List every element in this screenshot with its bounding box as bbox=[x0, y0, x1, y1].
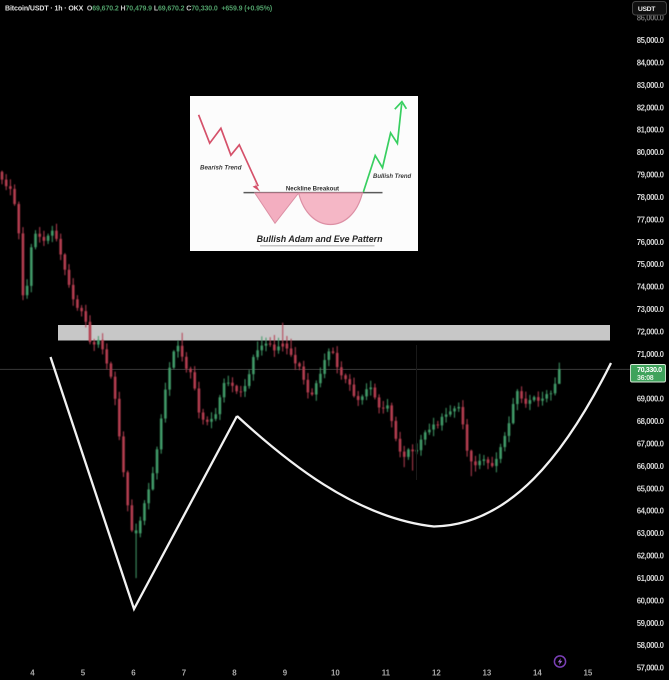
svg-text:86,000.0: 86,000.0 bbox=[637, 14, 665, 23]
svg-text:36:08: 36:08 bbox=[637, 375, 654, 382]
svg-text:84,000.0: 84,000.0 bbox=[637, 59, 665, 68]
svg-text:7: 7 bbox=[182, 669, 187, 678]
svg-text:12: 12 bbox=[432, 669, 441, 678]
svg-text:14: 14 bbox=[533, 669, 542, 678]
svg-text:13: 13 bbox=[483, 669, 492, 678]
svg-text:8: 8 bbox=[232, 669, 237, 678]
svg-text:64,000.0: 64,000.0 bbox=[637, 507, 665, 516]
svg-text:Bearish Trend: Bearish Trend bbox=[200, 165, 242, 172]
svg-text:10: 10 bbox=[331, 669, 340, 678]
svg-text:Bitcoin/USDT · 1h · OKX O69,6: Bitcoin/USDT · 1h · OKX O69,670.2 H70,47… bbox=[5, 6, 272, 13]
svg-text:63,000.0: 63,000.0 bbox=[637, 529, 665, 538]
svg-text:60,000.0: 60,000.0 bbox=[637, 596, 665, 605]
svg-text:83,000.0: 83,000.0 bbox=[637, 81, 665, 90]
svg-text:80,000.0: 80,000.0 bbox=[637, 148, 665, 157]
svg-text:Neckline Breakout: Neckline Breakout bbox=[286, 185, 339, 192]
svg-text:73,000.0: 73,000.0 bbox=[637, 305, 665, 314]
svg-text:81,000.0: 81,000.0 bbox=[637, 126, 665, 135]
svg-text:76,000.0: 76,000.0 bbox=[637, 238, 665, 247]
svg-text:57,000.0: 57,000.0 bbox=[637, 664, 665, 673]
svg-text:59,000.0: 59,000.0 bbox=[637, 619, 665, 628]
svg-text:72,000.0: 72,000.0 bbox=[637, 327, 665, 336]
svg-text:65,000.0: 65,000.0 bbox=[637, 484, 665, 493]
svg-text:66,000.0: 66,000.0 bbox=[637, 462, 665, 471]
svg-text:71,000.0: 71,000.0 bbox=[637, 350, 665, 359]
svg-text:Bullish Trend: Bullish Trend bbox=[373, 174, 412, 180]
svg-text:USDT: USDT bbox=[638, 6, 656, 13]
svg-text:Bullish Adam and Eve Pattern: Bullish Adam and Eve Pattern bbox=[257, 234, 384, 244]
svg-text:82,000.0: 82,000.0 bbox=[637, 103, 665, 112]
svg-text:79,000.0: 79,000.0 bbox=[637, 171, 665, 180]
svg-text:15: 15 bbox=[584, 669, 593, 678]
svg-text:74,000.0: 74,000.0 bbox=[637, 283, 665, 292]
svg-text:68,000.0: 68,000.0 bbox=[637, 417, 665, 426]
svg-text:77,000.0: 77,000.0 bbox=[637, 215, 665, 224]
svg-text:70,330.0: 70,330.0 bbox=[637, 365, 662, 374]
svg-text:69,000.0: 69,000.0 bbox=[637, 395, 665, 404]
svg-text:78,000.0: 78,000.0 bbox=[637, 193, 665, 202]
svg-text:11: 11 bbox=[382, 669, 391, 678]
svg-text:9: 9 bbox=[283, 669, 288, 678]
svg-text:5: 5 bbox=[81, 669, 86, 678]
svg-text:85,000.0: 85,000.0 bbox=[637, 36, 665, 45]
svg-text:4: 4 bbox=[30, 669, 35, 678]
svg-text:67,000.0: 67,000.0 bbox=[637, 440, 665, 449]
svg-text:62,000.0: 62,000.0 bbox=[637, 552, 665, 561]
svg-text:6: 6 bbox=[131, 669, 136, 678]
svg-text:58,000.0: 58,000.0 bbox=[637, 641, 665, 650]
svg-text:61,000.0: 61,000.0 bbox=[637, 574, 665, 583]
svg-text:75,000.0: 75,000.0 bbox=[637, 260, 665, 269]
